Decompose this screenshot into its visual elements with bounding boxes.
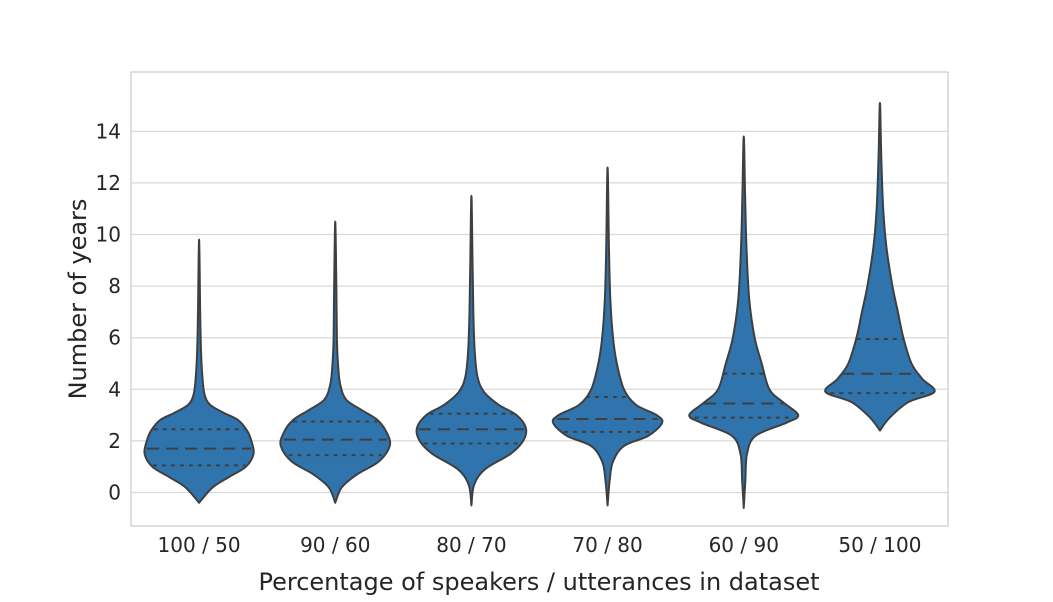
violin [824, 101, 936, 432]
y-tick-label: 2 [108, 429, 121, 453]
plot-area [131, 72, 948, 526]
plot-frame [130, 71, 949, 527]
y-tick-label: 8 [108, 274, 121, 298]
y-tick-label: 0 [108, 480, 121, 504]
violin [551, 166, 664, 507]
x-tick-label: 50 / 100 [838, 533, 921, 557]
x-tick-label: 80 / 70 [436, 533, 506, 557]
violins [143, 101, 936, 509]
violin-body [143, 238, 255, 504]
y-tick-label: 12 [96, 171, 121, 195]
grid [131, 130, 948, 494]
x-tick-label: 100 / 50 [158, 533, 241, 557]
x-tick-label: 60 / 90 [709, 533, 779, 557]
x-tick-label: 90 / 60 [300, 533, 370, 557]
x-tick-label: 70 / 80 [572, 533, 642, 557]
y-tick-label: 6 [108, 326, 121, 350]
y-tick-label: 10 [96, 223, 121, 247]
violin-body [415, 194, 528, 507]
violin [143, 238, 255, 504]
x-tick-labels: 100 / 50 90 / 60 80 / 70 70 / 80 60 / 90 50 /… [158, 533, 922, 557]
violin [415, 194, 528, 507]
x-axis-label: Percentage of speakers / utterances in d… [258, 568, 819, 596]
y-tick-labels: 0 2 4 6 8 10 12 14 [96, 119, 121, 504]
y-tick-label: 4 [108, 377, 121, 401]
violin-body [279, 220, 392, 504]
violin [279, 220, 392, 504]
violin-body [824, 101, 936, 432]
violin-body [551, 166, 664, 507]
y-tick-label: 14 [96, 119, 121, 143]
violin-body [688, 135, 800, 509]
violin [688, 135, 800, 509]
y-axis-label: Number of years [64, 199, 92, 400]
